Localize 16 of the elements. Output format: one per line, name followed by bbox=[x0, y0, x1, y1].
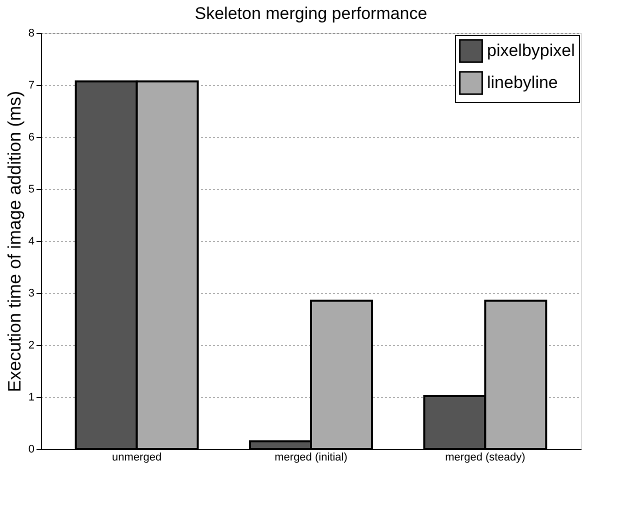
y-tick-label: 5 bbox=[28, 184, 34, 196]
y-axis-title: Execution time of image addition (ms) bbox=[4, 90, 24, 392]
y-tick-label: 6 bbox=[28, 132, 34, 144]
y-tick-label: 2 bbox=[28, 340, 34, 352]
x-tick-label: merged (initial) bbox=[274, 452, 348, 464]
y-tick-label: 1 bbox=[28, 392, 34, 404]
y-tick-label: 3 bbox=[28, 288, 34, 300]
y-tick-label: 7 bbox=[28, 80, 34, 92]
x-tick-label: merged (steady) bbox=[445, 452, 526, 464]
chart-title: Skeleton merging performance bbox=[194, 4, 428, 23]
y-tick-label: 8 bbox=[28, 28, 34, 40]
y-tick-label: 0 bbox=[28, 444, 34, 456]
y-tick-label: 4 bbox=[28, 236, 34, 248]
legend-label: pixelbypixel bbox=[487, 41, 575, 60]
legend-label: linebyline bbox=[487, 73, 558, 92]
x-tick-label: unmerged bbox=[112, 452, 162, 464]
